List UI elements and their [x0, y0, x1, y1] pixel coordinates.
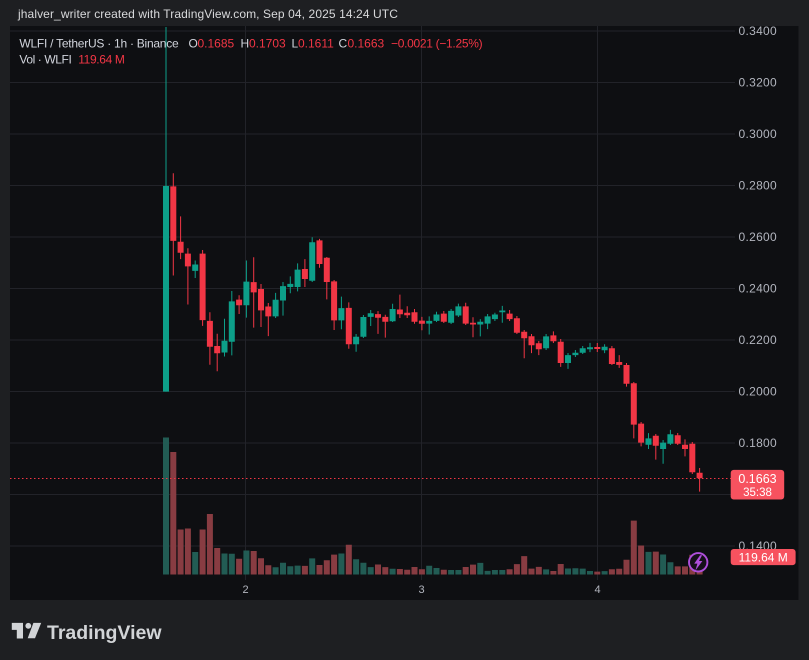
- svg-text:0.2600: 0.2600: [739, 230, 778, 244]
- svg-text:0.3000: 0.3000: [739, 127, 778, 141]
- svg-text:C: C: [339, 36, 348, 50]
- svg-text:0.2200: 0.2200: [739, 333, 778, 347]
- svg-text:H: H: [241, 36, 250, 50]
- svg-text:4: 4: [594, 584, 600, 596]
- svg-text:0.1685: 0.1685: [198, 36, 235, 50]
- svg-text:3: 3: [418, 584, 424, 596]
- svg-text:L: L: [292, 36, 299, 50]
- svg-text:0.2400: 0.2400: [739, 282, 778, 296]
- svg-text:−0.0021 (−1.25%): −0.0021 (−1.25%): [391, 36, 483, 50]
- svg-text:O: O: [189, 36, 198, 50]
- svg-text:TradingView: TradingView: [47, 622, 162, 644]
- svg-text:0.1663: 0.1663: [738, 472, 776, 486]
- svg-text:35:38: 35:38: [743, 487, 772, 499]
- svg-text:119.64 M: 119.64 M: [78, 52, 125, 66]
- svg-text:Vol · WLFI: Vol · WLFI: [19, 52, 71, 66]
- svg-text:0.1663: 0.1663: [348, 36, 385, 50]
- svg-text:0.2800: 0.2800: [739, 179, 778, 193]
- svg-text:WLFI / TetherUS · 1h · Binance: WLFI / TetherUS · 1h · Binance: [19, 36, 179, 50]
- svg-text:0.1800: 0.1800: [739, 436, 778, 450]
- svg-text:0.3400: 0.3400: [739, 24, 778, 38]
- svg-text:119.64 M: 119.64 M: [739, 550, 788, 564]
- svg-text:0.3200: 0.3200: [739, 76, 778, 90]
- svg-text:0.1611: 0.1611: [298, 36, 334, 50]
- svg-text:2: 2: [242, 584, 248, 596]
- svg-text:0.2000: 0.2000: [739, 385, 778, 399]
- svg-text:0.1703: 0.1703: [249, 36, 286, 50]
- svg-text:jhalver_writer created with Tr: jhalver_writer created with TradingView.…: [17, 7, 398, 21]
